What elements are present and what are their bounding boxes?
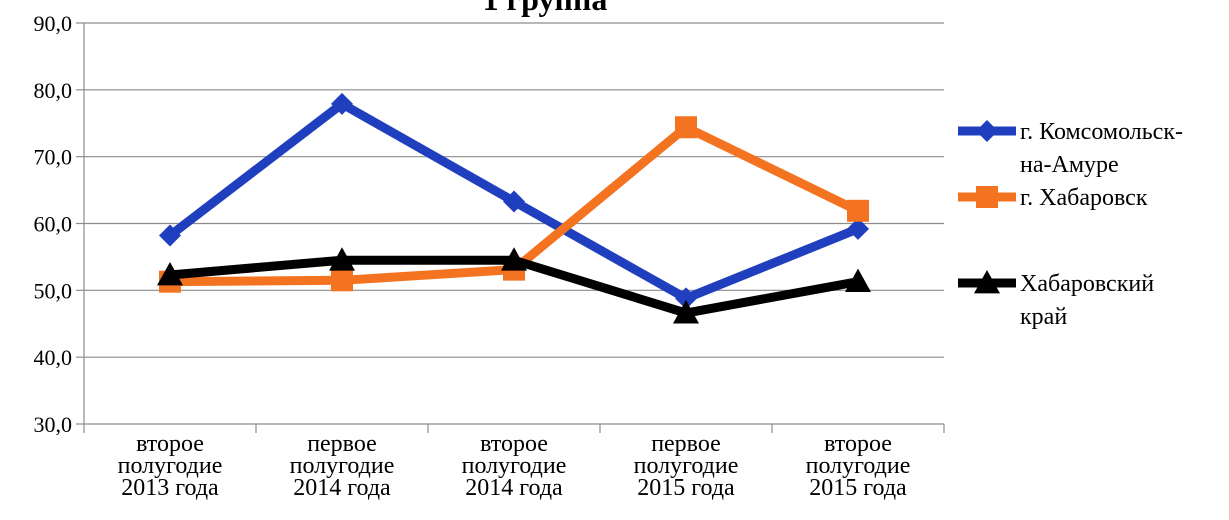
x-category-label-line: второе (136, 431, 204, 457)
x-category-label: первое полугодие 2015 года (634, 431, 739, 501)
legend-label-line: г. Хабаровск (1020, 185, 1148, 211)
legend-label: Хабаровский край (1020, 271, 1154, 330)
x-category-label-line: 2013 года (121, 475, 219, 501)
y-tick-label: 50,0 (34, 278, 73, 303)
y-tick-label: 70,0 (34, 145, 73, 170)
data-point (331, 269, 353, 292)
data-point (503, 190, 525, 213)
gridlines (84, 22, 944, 358)
data-point (673, 300, 699, 324)
legend-item-1: г. Комсомольск-на-Амуре (958, 119, 1183, 178)
legend-label: г. Комсомольск-на-Амуре (1020, 119, 1183, 178)
data-point (847, 199, 869, 222)
y-axis-ticks: 30,0 40,0 50,0 60,0 70,0 80,0 90,0 (34, 11, 73, 437)
data-point (159, 224, 181, 247)
x-category-label: второе полугодие 2015 года (806, 431, 911, 501)
x-category-label-line: полугодие (290, 453, 395, 479)
x-category-label-line: 2015 года (637, 475, 735, 501)
x-category-label-line: первое (307, 431, 377, 457)
legend-marker (974, 270, 1000, 294)
legend-label-line: г. Комсомольск- (1020, 119, 1183, 145)
x-category-label-line: полугодие (634, 453, 739, 479)
legend-item-3: Хабаровский край (958, 270, 1154, 330)
x-category-label: первое полугодие 2014 года (290, 431, 395, 501)
data-point (329, 247, 355, 271)
y-tick-label: 90,0 (34, 11, 73, 36)
x-category-label-line: полугодие (806, 453, 911, 479)
x-category-label: второе полугодие 2014 года (462, 431, 567, 501)
legend-label-line: Хабаровский (1020, 271, 1154, 297)
legend-label-line: на-Амуре (1020, 152, 1119, 178)
x-category-label-line: второе (824, 431, 892, 457)
data-point (675, 287, 697, 310)
data-point (845, 268, 871, 293)
data-point (675, 116, 697, 139)
x-category-label-line: 2014 года (465, 475, 563, 501)
x-category-label-line: полугодие (118, 453, 223, 479)
y-tick-label: 60,0 (34, 212, 73, 237)
legend-marker (976, 120, 998, 142)
x-category-label-line: полугодие (462, 453, 567, 479)
axes (76, 22, 945, 433)
y-tick-label: 40,0 (34, 345, 73, 370)
data-point (331, 92, 353, 115)
legend-marker (976, 186, 998, 208)
x-category-label: второе полугодие 2013 года (118, 431, 223, 501)
series-1 (159, 92, 869, 310)
chart-title: 1 группа (483, 0, 608, 17)
series-group (157, 92, 871, 324)
data-point (501, 247, 527, 271)
x-category-label-line: 2014 года (293, 475, 391, 501)
data-point (157, 261, 183, 286)
x-category-label-line: 2015 года (809, 475, 907, 501)
y-tick-label: 80,0 (34, 78, 73, 103)
legend-item-2: г. Хабаровск (958, 185, 1148, 211)
legend-label-line: край (1020, 304, 1067, 330)
series-3 (157, 247, 871, 324)
legend: г. Комсомольск-на-Амуре г. Хабаровск Хабар… (958, 119, 1183, 330)
legend-label: г. Хабаровск (1020, 185, 1148, 211)
x-category-label-line: второе (480, 431, 548, 457)
x-category-label-line: первое (651, 431, 721, 457)
data-point (847, 217, 869, 240)
y-tick-label: 30,0 (34, 412, 73, 437)
